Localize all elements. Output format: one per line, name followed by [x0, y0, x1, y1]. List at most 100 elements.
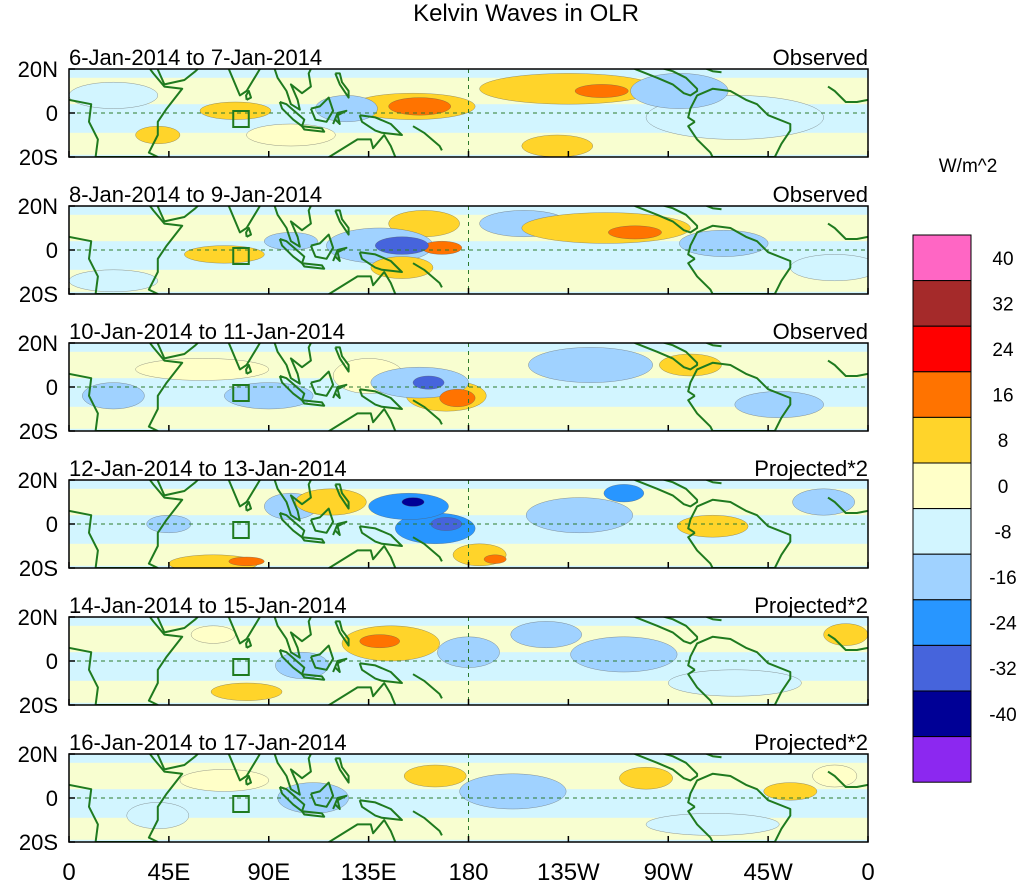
se-asia-coast — [273, 480, 313, 522]
anomaly-contour — [228, 556, 265, 566]
anomaly-contour — [521, 134, 593, 157]
colorbar: 40 32 24 16 8 0 -8 -16 -24 -32 -40 — [912, 234, 1017, 783]
sri-lanka-coast — [245, 227, 252, 238]
anomaly-contour — [608, 225, 662, 240]
se-asia-coast — [273, 343, 313, 385]
se-asia-coast — [273, 617, 313, 659]
panel-5: 20N 0 20S 14-Jan-2014 to 15-Jan-2014 Project… — [18, 593, 869, 718]
anomaly-contour — [412, 375, 445, 390]
colorbar-tick-label: 32 — [992, 294, 1013, 315]
coastlines — [69, 206, 868, 294]
caribbean-coast — [704, 343, 722, 348]
nz-islands-coast — [412, 262, 443, 288]
colorbar-swatch — [912, 736, 972, 783]
x-axis: 0 45E 90E 135E 180 135W 90W 45W 0 — [62, 859, 874, 886]
nz-islands-coast — [412, 399, 443, 425]
anomaly-contour — [375, 236, 429, 255]
sri-lanka-coast — [245, 775, 252, 786]
x-tick-label: 45E — [148, 859, 191, 886]
colorbar-tick-label: 0 — [998, 477, 1009, 498]
anomaly-contour — [246, 123, 336, 147]
anomaly-contour — [479, 73, 658, 105]
new-guinea-coast — [358, 662, 403, 684]
y-tick-label: 20N — [18, 468, 58, 493]
anomaly-contour — [459, 773, 567, 810]
west-africa-coast — [827, 359, 868, 377]
chart-title: Kelvin Waves in OLR — [413, 0, 639, 27]
borneo-coast — [309, 644, 335, 671]
borneo-coast — [309, 507, 335, 534]
west-africa-coast — [827, 85, 868, 103]
anomaly-contour — [823, 623, 868, 646]
panel-date-range: 10-Jan-2014 to 11-Jan-2014 — [69, 319, 345, 344]
java-coast — [301, 673, 326, 681]
central-america-coast — [632, 617, 699, 645]
arabia-coast — [156, 206, 200, 223]
colorbar-swatch — [912, 234, 972, 282]
colorbar-tick-label: 8 — [998, 431, 1009, 452]
colorbar-tick-label: 24 — [992, 340, 1014, 361]
anomaly-contour — [210, 682, 283, 701]
africa-coast — [69, 69, 184, 157]
colorbar-swatch — [912, 416, 972, 464]
west-africa-coast — [827, 770, 868, 788]
anomaly-contour — [82, 382, 145, 410]
coastlines — [69, 480, 868, 568]
caribbean-coast — [704, 617, 722, 622]
arabia-coast — [156, 617, 200, 634]
philippines-coast — [334, 209, 350, 236]
central-america-coast — [632, 69, 699, 97]
africa-coast — [69, 754, 184, 842]
colorbar-swatch — [912, 325, 972, 373]
central-america-coast — [632, 343, 699, 371]
anomaly-contour — [526, 497, 633, 533]
anomaly-contour — [179, 769, 269, 792]
y-tick-label: 20N — [18, 194, 58, 219]
borneo-coast — [309, 233, 335, 260]
borneo-coast — [309, 96, 335, 123]
philippines-coast — [334, 72, 350, 99]
java-coast — [301, 262, 326, 270]
panel-date-range: 6-Jan-2014 to 7-Jan-2014 — [69, 45, 322, 70]
colorbar-tick-label: -8 — [995, 522, 1012, 543]
reference-box — [232, 110, 250, 128]
new-guinea-coast — [358, 251, 403, 273]
panel-4: 20N 0 20S 12-Jan-2014 to 13-Jan-2014 Project… — [18, 456, 869, 581]
india-coast — [226, 480, 263, 508]
panel-date-range: 12-Jan-2014 to 13-Jan-2014 — [69, 456, 347, 481]
new-guinea-coast — [358, 525, 403, 547]
colorbar-tick-label: -16 — [989, 568, 1016, 589]
anomaly-contour — [224, 382, 314, 410]
caribbean-coast — [704, 69, 722, 74]
anomaly-contour — [135, 358, 269, 381]
anomaly-contour — [403, 764, 467, 788]
africa-coast — [69, 206, 184, 294]
colorbar-swatch — [912, 690, 972, 738]
south-america-coast — [687, 772, 792, 842]
sri-lanka-coast — [245, 638, 252, 649]
panel-6: 20N 0 20S 16-Jan-2014 to 17-Jan-2014 Project… — [18, 730, 869, 855]
africa-coast — [69, 343, 184, 431]
anomaly-contour — [645, 813, 780, 836]
colorbar-unit-label: W/m^2 — [939, 156, 998, 177]
x-tick-label: 135W — [537, 859, 600, 886]
y-tick-label: 20S — [19, 145, 58, 170]
anomaly-contour — [368, 493, 449, 520]
philippines-coast — [334, 757, 350, 784]
anomaly-contour — [763, 782, 818, 801]
india-coast — [226, 754, 263, 782]
y-tick-label: 20S — [19, 419, 58, 444]
panel-date-range: 14-Jan-2014 to 15-Jan-2014 — [69, 593, 347, 618]
south-america-coast — [687, 224, 792, 294]
anomaly-contour — [630, 73, 729, 109]
africa-coast — [69, 617, 184, 705]
x-tick-label: 90E — [247, 859, 290, 886]
central-america-coast — [632, 754, 699, 782]
y-tick-label: 0 — [46, 512, 58, 537]
colorbar-tick-label: 40 — [992, 249, 1013, 270]
y-tick-label: 20N — [18, 57, 58, 82]
se-asia-coast — [273, 69, 313, 111]
anomaly-contour — [190, 625, 236, 644]
y-tick-label: 20S — [19, 556, 58, 581]
